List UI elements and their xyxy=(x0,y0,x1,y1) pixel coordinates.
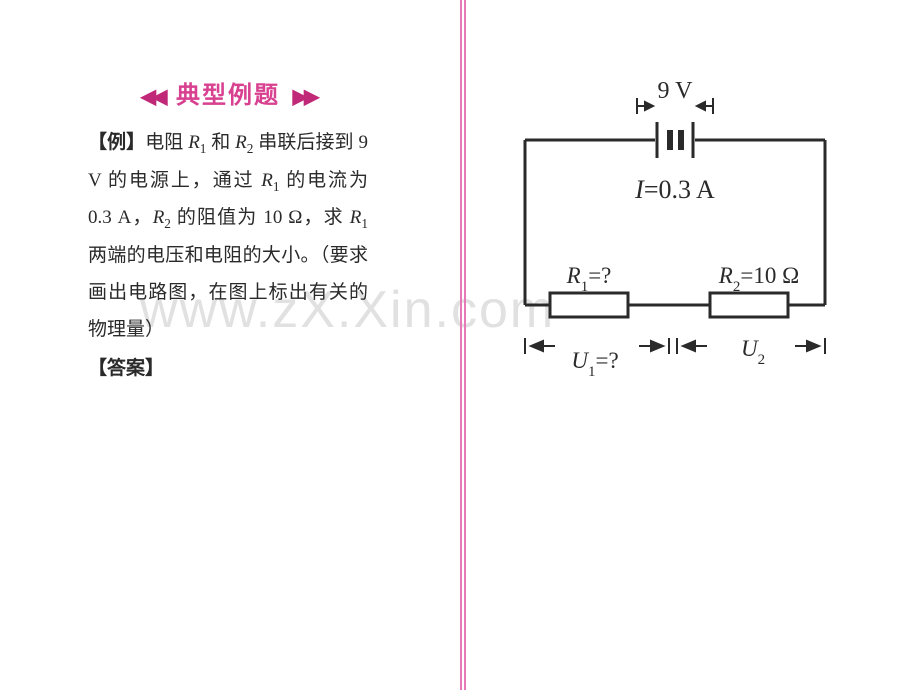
sub-r1c: 1 xyxy=(361,216,368,231)
divider-line-1 xyxy=(460,0,462,690)
u1-sub: 1 xyxy=(588,364,596,380)
current-eq: =0.3 A xyxy=(644,175,715,204)
divider-line-2 xyxy=(464,0,466,690)
voltage-label: 9 V xyxy=(658,80,694,104)
page-container: www.zX.Xin.com ◀◀ 典型例题 ▶▶ 【例】电阻 R1 和 R2 … xyxy=(0,0,920,690)
u2-label: U xyxy=(741,336,759,361)
example-label: 【例】 xyxy=(88,132,145,153)
arrow-right-icon: ▶▶ xyxy=(293,86,316,108)
text-6: 两端的电压和电阻的大小。（要求画出电路图，在图上标出有关的物理量） xyxy=(88,245,368,340)
r1-sub: 1 xyxy=(581,279,589,295)
var-r1b: R xyxy=(261,170,273,191)
var-r2: R xyxy=(235,132,247,153)
problem-body: 【例】电阻 R1 和 R2 串联后接到 9 V 的电源上，通过 R1 的电流为 … xyxy=(88,124,368,348)
sub-r2b: 2 xyxy=(164,216,171,231)
u1-eq: =? xyxy=(595,348,618,373)
var-r1c: R xyxy=(350,207,362,228)
r2-sub: 2 xyxy=(733,279,741,295)
svg-text:R1=?: R1=? xyxy=(566,263,612,295)
r1-label: R xyxy=(566,263,581,288)
sub-r1b: 1 xyxy=(273,179,280,194)
text-5: 的阻值为 10 Ω，求 xyxy=(171,207,350,228)
u2-sub: 2 xyxy=(758,352,766,368)
u1-label: U xyxy=(571,348,589,373)
svg-text:U2: U2 xyxy=(741,336,765,368)
r1-eq: =? xyxy=(588,263,611,288)
right-column: 9 V I=0.3 A R1=? R2=10 Ω xyxy=(495,80,875,385)
var-r2b: R xyxy=(153,207,165,228)
r2-eq: =10 Ω xyxy=(740,263,799,288)
header-title: 典型例题 xyxy=(176,82,280,109)
r2-label: R xyxy=(718,263,733,288)
section-header: ◀◀ 典型例题 ▶▶ xyxy=(88,75,368,110)
arrow-left-icon: ◀◀ xyxy=(141,86,164,108)
left-column: ◀◀ 典型例题 ▶▶ 【例】电阻 R1 和 R2 串联后接到 9 V 的电源上，… xyxy=(88,75,368,387)
column-divider xyxy=(460,0,466,690)
text-1: 电阻 xyxy=(145,132,188,153)
svg-text:R2=10 Ω: R2=10 Ω xyxy=(718,263,799,295)
svg-text:I=0.3 A: I=0.3 A xyxy=(634,175,715,204)
answer-label: 【答案】 xyxy=(88,358,164,379)
text-2: 和 xyxy=(206,132,235,153)
svg-text:U1=?: U1=? xyxy=(571,348,618,380)
circuit-diagram: 9 V I=0.3 A R1=? R2=10 Ω xyxy=(495,80,851,380)
answer-line: 【答案】 xyxy=(88,350,368,387)
var-r1: R xyxy=(188,132,200,153)
